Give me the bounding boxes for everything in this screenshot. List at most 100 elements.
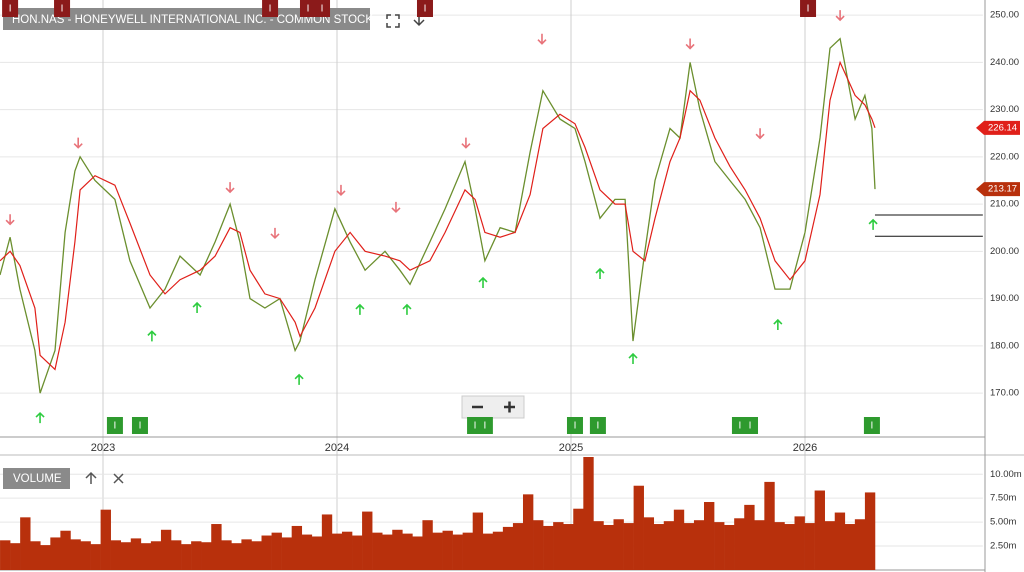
volume-bar [754, 520, 765, 570]
y-tick-label: 230.00 [990, 104, 1019, 115]
event-marker [566, 417, 583, 434]
volume-bar [643, 517, 655, 570]
x-tick-label: 2026 [793, 442, 817, 454]
y-tick-label: 2.50m [990, 541, 1016, 552]
sell-arrow [537, 33, 547, 45]
sell-arrow [5, 214, 15, 226]
volume-bar [543, 525, 554, 570]
event-marker [589, 417, 606, 434]
buy-arrow [402, 303, 412, 315]
buy-arrow [147, 330, 157, 342]
event-marker-label: I [739, 421, 742, 432]
volume-bar [110, 540, 122, 570]
event-marker-label: I [269, 4, 272, 15]
volume-bar [714, 522, 725, 570]
volume-bar [0, 540, 11, 570]
move-up-icon[interactable] [85, 471, 97, 484]
volume-bar [402, 533, 413, 570]
volume-bar [291, 525, 303, 570]
volume-bar [794, 516, 805, 570]
volume-bar [331, 533, 343, 570]
event-marker-label: I [807, 4, 810, 15]
volume-bar [553, 522, 564, 570]
price-tag-label: 213.17 [988, 184, 1017, 195]
x-tick-label: 2025 [559, 442, 583, 454]
event-marker [2, 0, 19, 17]
volume-bar [533, 520, 544, 570]
event-marker-label: I [9, 4, 12, 15]
volume-bar [341, 531, 353, 570]
volume-bar [382, 534, 393, 570]
volume-bar [392, 529, 403, 570]
volume-bar [774, 522, 785, 570]
volume-bar [80, 541, 91, 570]
x-tick-label: 2023 [91, 442, 115, 454]
volume-box [3, 468, 70, 489]
y-tick-label: 190.00 [990, 293, 1019, 304]
volume-bar [784, 524, 795, 570]
volume-bar [432, 532, 443, 570]
volume-bar [844, 524, 856, 570]
volume-bar [150, 541, 162, 570]
volume-bar [181, 544, 192, 570]
y-tick-label: 250.00 [990, 10, 1019, 21]
event-marker-label: I [871, 421, 874, 432]
volume-bar [130, 538, 142, 570]
volume-bar [824, 521, 836, 570]
y-tick-label: 200.00 [990, 246, 1019, 257]
price-tag [976, 182, 1020, 197]
volume-bar [502, 526, 514, 570]
volume-bar [261, 535, 272, 570]
volume-bar [20, 517, 31, 570]
volume-bar [100, 509, 111, 570]
zoom-in-button[interactable] [504, 401, 515, 413]
volume-bar [40, 545, 51, 570]
sell-arrow [755, 128, 765, 140]
sell-arrow [835, 10, 845, 22]
event-marker-label: I [574, 421, 577, 432]
event-marker [262, 0, 279, 17]
volume-bar [10, 543, 21, 570]
volume-bar [211, 524, 222, 570]
volume-bar [472, 512, 484, 570]
volume-bar [663, 521, 675, 570]
event-marker [800, 0, 817, 17]
volume-title: VOLUME [13, 473, 62, 485]
close-icon[interactable] [113, 473, 124, 484]
volume-bar [462, 532, 474, 570]
volume-bar [804, 523, 815, 570]
event-marker [416, 0, 433, 17]
volume-bar [864, 492, 876, 570]
fullscreen-icon[interactable] [386, 14, 400, 28]
volume-bar [633, 485, 644, 570]
event-marker-label: I [474, 421, 477, 432]
volume-bar [221, 540, 232, 570]
event-marker [742, 417, 759, 434]
event-marker [54, 0, 71, 17]
y-tick-label: 210.00 [990, 199, 1019, 210]
volume-bar [683, 523, 695, 570]
volume-bar [301, 534, 313, 570]
volume-bar [653, 524, 665, 570]
event-marker [106, 417, 123, 434]
volume-bar [854, 519, 866, 570]
volume-bar [70, 539, 81, 570]
zoom-controls [461, 395, 525, 419]
volume-bar [412, 536, 423, 570]
volume-bar [251, 541, 262, 570]
volume-bar [573, 508, 584, 570]
volume-bar [171, 540, 182, 570]
volume-bar [271, 532, 282, 570]
y-tick-label: 7.50m [990, 493, 1016, 504]
event-marker-label: I [424, 4, 427, 15]
volume-bar [673, 509, 685, 570]
price-line [0, 37, 876, 394]
event-marker-label: I [321, 4, 324, 15]
event-marker [863, 417, 880, 434]
volume-bar [512, 523, 524, 570]
volume-bar [120, 542, 132, 570]
volume-bar [90, 544, 101, 570]
volume-bar [724, 524, 735, 570]
event-marker-label: I [139, 421, 142, 432]
volume-bar [442, 530, 453, 570]
